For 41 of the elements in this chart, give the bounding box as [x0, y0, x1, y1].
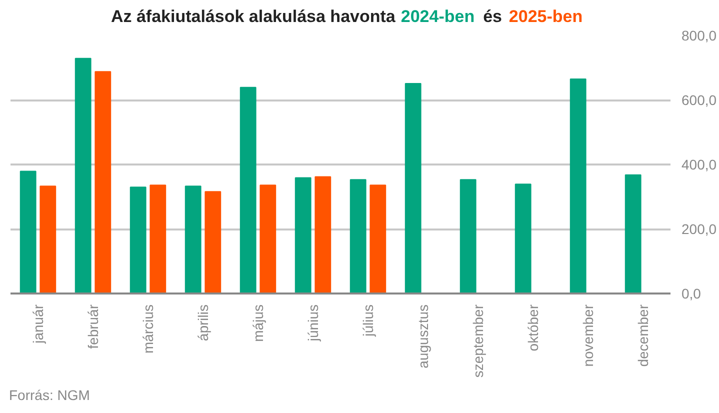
x-tick-label: január	[30, 304, 46, 344]
y-tick-label: 0,0	[682, 286, 702, 302]
bar	[130, 186, 146, 294]
y-tick-label: 200,0	[682, 221, 717, 237]
y-tick-label: 600,0	[682, 92, 717, 108]
x-tick-label: december	[635, 304, 651, 367]
bar	[624, 174, 642, 294]
bar	[404, 83, 422, 294]
x-tick-label: április	[195, 304, 211, 342]
bar	[314, 176, 332, 294]
x-tick-label: július	[360, 304, 376, 338]
y-tick-label: 800,0	[682, 28, 717, 44]
y-tick-label: 400,0	[682, 156, 717, 172]
text: 2024-ben	[400, 7, 475, 26]
bar	[74, 58, 92, 294]
x-tick-label: március	[140, 304, 156, 354]
bar	[370, 184, 386, 294]
text: 2025-ben	[508, 7, 583, 26]
bar	[20, 170, 36, 294]
bar	[260, 184, 276, 294]
bar	[150, 184, 166, 294]
bar	[294, 177, 312, 294]
bar	[240, 86, 256, 294]
x-tick-label: június	[305, 304, 321, 342]
x-tick-label: május	[250, 304, 266, 342]
bar	[184, 186, 202, 294]
x-tick-label: október	[525, 304, 541, 352]
bar	[460, 179, 476, 294]
chart-title: Az áfakiutalások alakulása havonta	[110, 7, 396, 26]
x-tick-label: augusztus	[415, 304, 431, 368]
text: és	[483, 7, 502, 26]
bar	[350, 179, 366, 294]
x-tick-label: szeptember	[470, 304, 486, 378]
bar	[514, 184, 532, 294]
bar	[570, 78, 586, 294]
bar	[204, 191, 222, 294]
text: Forrás: NGM	[9, 386, 90, 405]
bar	[94, 71, 112, 294]
x-tick-label: november	[580, 304, 596, 367]
x-tick-label: február	[85, 304, 101, 349]
bar	[40, 186, 56, 294]
